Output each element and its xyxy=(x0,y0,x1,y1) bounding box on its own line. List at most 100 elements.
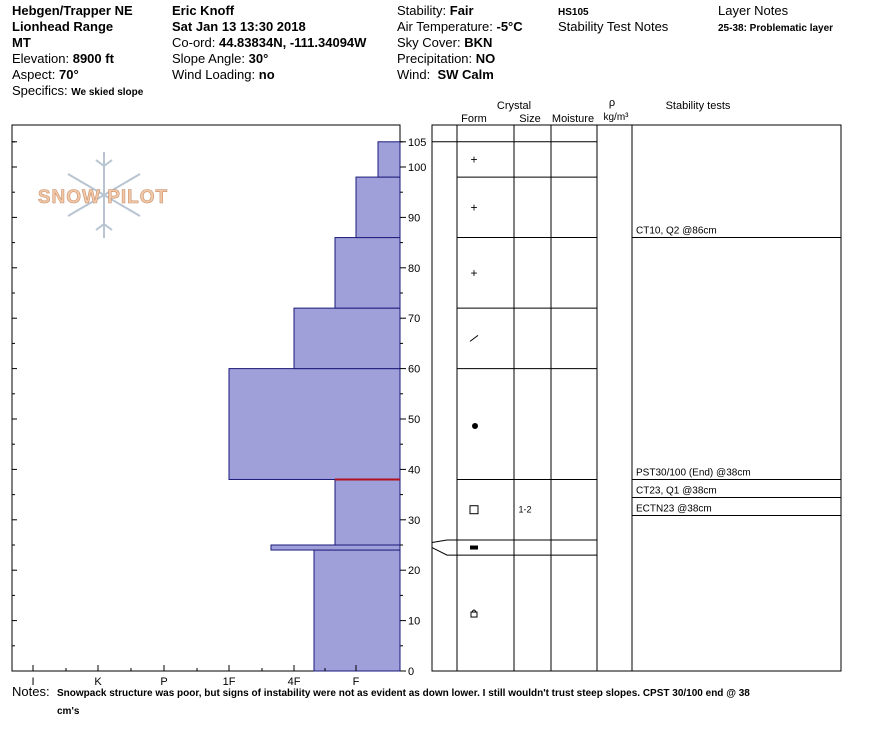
stability-notes-title: Stability Test Notes xyxy=(558,19,669,34)
hardness-bar xyxy=(270,544,401,551)
stability-row: Stability: Fair xyxy=(397,3,474,18)
hardness-bar xyxy=(313,549,401,672)
air-temp-row: Air Temperature: -5°C xyxy=(397,19,523,34)
notes-label: Notes: xyxy=(12,684,50,699)
specifics-row: Specifics: We skied slope xyxy=(12,83,143,100)
observer-name: Eric Knoff xyxy=(172,3,235,18)
moisture-header: Moisture xyxy=(552,113,594,125)
layer-notes-title: Layer Notes xyxy=(718,3,789,18)
location-name: Hebgen/Trapper NE xyxy=(12,3,133,18)
logo-text: SNOW PILOT xyxy=(38,187,168,208)
notes-line-2: cm's xyxy=(57,706,80,717)
air-temp-label: Air Temperature: xyxy=(397,19,493,34)
notes-line-1: Snowpack structure was poor, but signs o… xyxy=(57,688,750,699)
coord-row: Co-ord: 44.83834N, -111.34094W xyxy=(172,35,366,50)
sky-row: Sky Cover: BKN xyxy=(397,35,492,50)
precip-label: Precipitation: xyxy=(397,51,473,66)
state-name: MT xyxy=(12,35,31,50)
wind-value: SW Calm xyxy=(437,67,494,82)
hardness-axis: I K P 1F 4F F xyxy=(31,665,360,688)
rounded-grains-icon xyxy=(472,423,478,430)
stability-test-label: ECTN23 @38cm xyxy=(636,503,712,514)
snow-profile-chart: SNOW PILOT Crystal Form Size Moisture ρ … xyxy=(11,97,842,688)
height-tick-label: 50 xyxy=(408,414,420,426)
aspect-row: Aspect: 70° xyxy=(12,67,79,82)
snowflake-icon xyxy=(67,152,141,238)
height-tick-label: 60 xyxy=(408,364,420,376)
new-snow-icon: + xyxy=(470,266,477,280)
wind-row: Wind: SW Calm xyxy=(397,67,494,82)
ice-layer-icon xyxy=(470,545,478,550)
decomposing-fragments-icon xyxy=(469,334,479,342)
stability-label: Stability: xyxy=(397,3,447,18)
stability-value: Fair xyxy=(449,3,474,18)
ice-layer-connector-top xyxy=(431,539,457,543)
coord-label: Co-ord: xyxy=(172,35,216,50)
specifics-value: We skied slope xyxy=(71,87,144,98)
height-axis: 0 10 20 30 40 50 60 70 80 90 100 105 xyxy=(12,137,426,678)
ice-layer-connector-bottom xyxy=(431,547,457,556)
stability-test-lines: CT10, Q2 @86cm PST30/100 (End) @38cm CT23,… xyxy=(632,226,841,516)
snowpilot-logo: SNOW PILOT xyxy=(38,152,168,238)
wind-loading-value: no xyxy=(258,67,275,82)
specifics-label: Specifics: xyxy=(12,83,68,98)
height-tick-label: 20 xyxy=(408,565,420,577)
hardness-tick-label: K xyxy=(94,676,102,688)
profile-code: HS105 xyxy=(558,7,589,18)
wind-loading-label: Wind Loading: xyxy=(172,67,256,82)
height-tick-label: 105 xyxy=(408,137,426,149)
new-snow-icon: + xyxy=(470,200,477,214)
hardness-layers xyxy=(228,141,401,672)
melt-freeze-crust-arc xyxy=(471,609,477,613)
melt-freeze-crust-icon xyxy=(470,611,478,618)
wind-loading-row: Wind Loading: no xyxy=(172,67,275,82)
crystal-header: Crystal xyxy=(497,100,531,112)
stability-test-label: PST30/100 (End) @38cm xyxy=(636,467,751,478)
density-symbol: ρ xyxy=(609,97,615,109)
aspect-label: Aspect: xyxy=(12,67,56,82)
elevation-label: Elevation: xyxy=(12,51,70,66)
size-header: Size xyxy=(519,113,540,125)
hardness-tick-label: I xyxy=(31,676,34,688)
elevation-row: Elevation: 8900 ft xyxy=(12,51,114,66)
sky-value: BKN xyxy=(464,35,493,50)
wind-label: Wind: xyxy=(397,67,431,82)
slope-value: 30° xyxy=(248,51,269,66)
height-tick-label: 40 xyxy=(408,464,420,476)
height-tick-label: 70 xyxy=(408,313,420,325)
air-temp-value: -5°C xyxy=(496,19,523,34)
hardness-tick-label: F xyxy=(353,676,360,688)
grain-table-frame xyxy=(431,124,842,672)
hardness-bar xyxy=(355,176,401,239)
height-tick-label: 10 xyxy=(408,616,420,628)
layer-note: 25-38: Problematic layer xyxy=(718,23,834,34)
aspect-value: 70° xyxy=(58,67,79,82)
hardness-tick-label: 1F xyxy=(223,676,236,688)
sky-label: Sky Cover: xyxy=(397,35,461,50)
hardness-bar xyxy=(293,307,401,370)
grain-size-label: 1-2 xyxy=(518,505,531,515)
hardness-bar xyxy=(228,368,401,480)
precip-row: Precipitation: NO xyxy=(397,51,495,66)
observation-datetime: Sat Jan 13 13:30 2018 xyxy=(172,19,306,34)
density-unit: kg/m³ xyxy=(604,112,630,123)
form-header: Form xyxy=(461,113,487,125)
precip-value: NO xyxy=(475,51,496,66)
stability-test-label: CT23, Q1 @38cm xyxy=(636,485,717,496)
height-tick-label: 30 xyxy=(408,515,420,527)
hardness-tick-label: 4F xyxy=(288,676,301,688)
range-name: Lionhead Range xyxy=(12,19,114,34)
new-snow-icon: + xyxy=(470,152,477,166)
faceted-crystals-icon xyxy=(469,505,479,515)
height-tick-label: 0 xyxy=(408,666,414,678)
grain-layers: 1-2 + + + xyxy=(431,141,597,618)
stability-tests-header: Stability tests xyxy=(666,100,731,112)
column-dividers xyxy=(456,125,633,671)
elevation-value: 8900 ft xyxy=(72,51,114,66)
hardness-bar xyxy=(334,237,401,309)
hardness-bar xyxy=(334,478,401,546)
coord-value: 44.83834N, -111.34094W xyxy=(218,35,367,50)
height-tick-label: 80 xyxy=(408,263,420,275)
slope-label: Slope Angle: xyxy=(172,51,246,66)
stability-test-label: CT10, Q2 @86cm xyxy=(636,226,717,237)
